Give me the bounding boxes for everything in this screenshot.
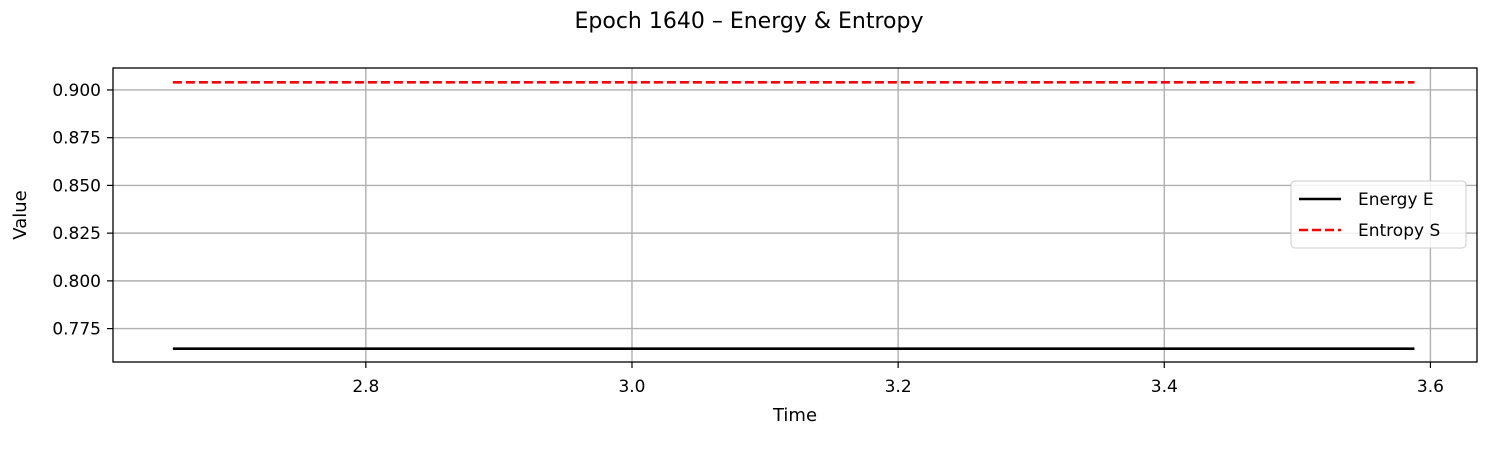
y-tick-label: 0.850 xyxy=(52,176,101,196)
grid-lines xyxy=(113,68,1477,362)
legend-label-entropy: Entropy S xyxy=(1358,221,1440,241)
y-tick-label: 0.800 xyxy=(52,272,101,292)
axis-ticks: 2.8 3.0 3.2 3.4 3.6 0.775 0.800 0.825 0.850 0.875… xyxy=(52,81,1444,397)
x-tick-label: 3.4 xyxy=(1151,377,1178,397)
y-axis-label: Value xyxy=(10,190,31,239)
y-tick-label: 0.900 xyxy=(52,81,101,101)
y-tick-label: 0.875 xyxy=(52,129,101,149)
x-tick-label: 3.2 xyxy=(885,377,912,397)
legend: Energy E Entropy S xyxy=(1290,180,1467,249)
legend-label-energy: Energy E xyxy=(1358,190,1434,210)
x-axis-label: Time xyxy=(772,405,817,426)
y-tick-label: 0.775 xyxy=(52,320,101,340)
x-tick-label: 2.8 xyxy=(352,377,379,397)
x-tick-label: 3.6 xyxy=(1417,377,1444,397)
x-tick-label: 3.0 xyxy=(618,377,645,397)
plot-series xyxy=(172,81,1415,350)
plot-frame xyxy=(112,67,1478,363)
y-tick-label: 0.825 xyxy=(52,224,101,244)
chart-title: Epoch 1640 – Energy & Entropy xyxy=(575,9,924,34)
